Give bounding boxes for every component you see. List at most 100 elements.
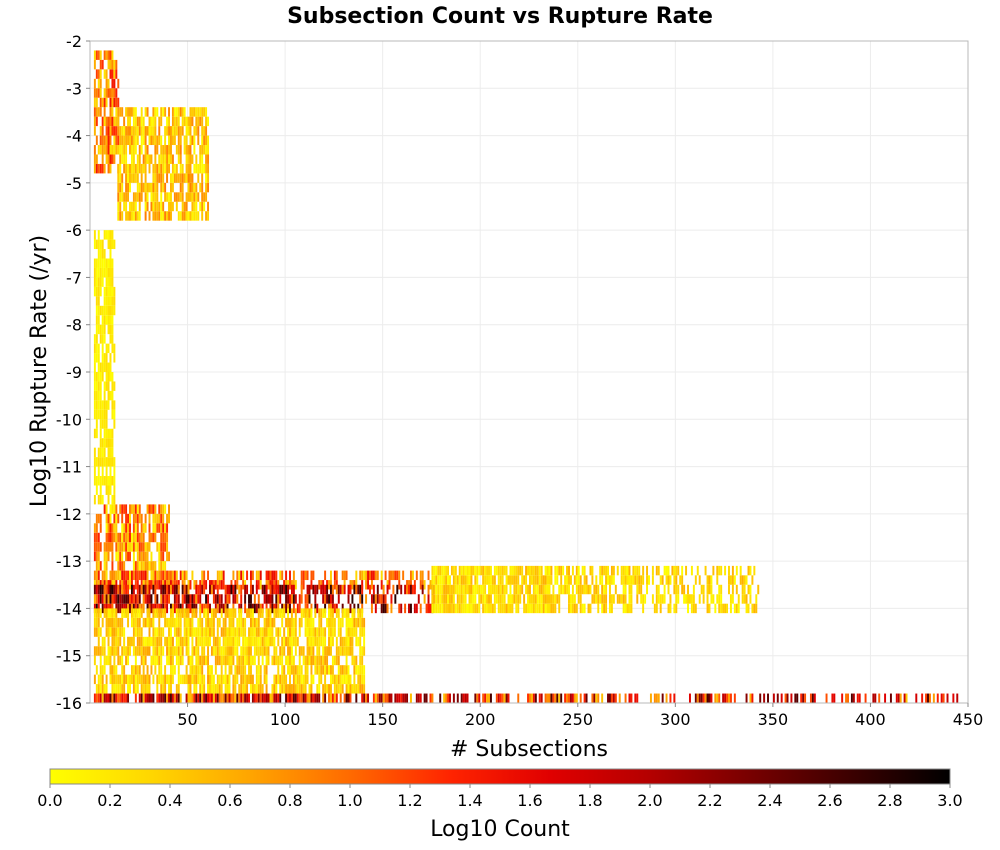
heatmap-cell (318, 636, 321, 647)
heatmap-cell (111, 551, 114, 562)
heatmap-cell (308, 636, 311, 647)
heatmap-cell (205, 135, 208, 146)
heatmap-cell (515, 565, 518, 576)
heatmap-cell (95, 608, 98, 618)
heatmap-cell (95, 277, 98, 287)
heatmap-cell (339, 693, 342, 703)
heatmap-cell (636, 584, 639, 595)
heatmap-cell (542, 584, 545, 595)
heatmap-cell (447, 584, 450, 595)
heatmap-cell (142, 655, 145, 666)
heatmap-cell (154, 655, 157, 666)
heatmap-cell (214, 693, 217, 703)
heatmap-cell (103, 438, 106, 448)
heatmap-cell (210, 627, 213, 637)
heatmap-cell (142, 116, 145, 127)
heatmap-cell (132, 674, 135, 685)
heatmap-cell (152, 135, 155, 146)
heatmap-cell (357, 584, 360, 595)
heatmap-cell (113, 693, 116, 703)
heatmap-cell (692, 584, 695, 595)
heatmap-cell (105, 305, 108, 316)
heatmap-cell (273, 608, 276, 618)
y-tick-label: -13 (56, 552, 82, 571)
heatmap-cell (119, 655, 122, 666)
heatmap-cell (121, 542, 124, 552)
heatmap-cell (119, 636, 122, 647)
heatmap-cell (107, 305, 110, 316)
heatmap-cell (144, 211, 147, 221)
heatmap-cell (191, 192, 194, 202)
heatmap-cell (351, 636, 354, 647)
heatmap-cell (536, 603, 539, 614)
heatmap-cell (404, 584, 407, 595)
heatmap-cell (179, 192, 182, 202)
heatmap-cell (115, 116, 118, 127)
heatmap-cell (234, 674, 237, 685)
heatmap-cell (714, 693, 717, 703)
heatmap-cell (144, 594, 147, 604)
heatmap-cell (878, 693, 881, 703)
heatmap-cell (372, 594, 375, 604)
x-tick-label: 150 (367, 710, 398, 729)
heatmap-cell (199, 145, 202, 155)
heatmap-cell (298, 655, 301, 666)
heatmap-cell (263, 617, 266, 628)
heatmap-cell (683, 594, 686, 604)
heatmap-cell (111, 107, 114, 117)
heatmap-cell (183, 617, 186, 628)
heatmap-cell (205, 594, 208, 604)
heatmap-cell (228, 684, 231, 694)
heatmap-cell (97, 381, 100, 391)
heatmap-cell (179, 182, 182, 193)
heatmap-cell (93, 230, 96, 240)
heatmap-cell (175, 201, 178, 212)
heatmap-cell (93, 627, 96, 637)
heatmap-cell (173, 646, 176, 656)
heatmap-cell (899, 693, 902, 703)
heatmap-cell (308, 608, 311, 618)
heatmap-cell (394, 594, 397, 604)
heatmap-cell (191, 201, 194, 212)
heatmap-cell (294, 674, 297, 685)
heatmap-cell (449, 603, 451, 614)
heatmap-cell (171, 107, 174, 117)
heatmap-cell (597, 584, 600, 595)
heatmap-cell (486, 603, 489, 614)
heatmap-cell (530, 575, 533, 585)
heatmap-cell (292, 693, 295, 703)
heatmap-cell (285, 684, 288, 694)
heatmap-cell (226, 655, 229, 666)
heatmap-cell (509, 584, 512, 595)
heatmap-cell (205, 182, 208, 193)
heatmap-cell (152, 523, 155, 533)
heatmap-cell (339, 617, 342, 628)
heatmap-cell (271, 594, 274, 604)
heatmap-cell (121, 655, 124, 666)
heatmap-cell (115, 693, 118, 703)
heatmap-cell (111, 324, 114, 335)
heatmap-cell (97, 286, 100, 297)
heatmap-cell (361, 655, 364, 666)
heatmap-cell (265, 684, 268, 694)
heatmap-cell (107, 494, 110, 505)
heatmap-cell (168, 192, 170, 202)
heatmap-cell (612, 693, 615, 703)
heatmap-cell (681, 584, 684, 595)
heatmap-cell (109, 258, 112, 268)
heatmap-cell (156, 523, 159, 533)
heatmap-cell (265, 636, 268, 647)
heatmap-cell (158, 211, 161, 221)
colorbar (49, 768, 951, 785)
heatmap-cell (205, 211, 208, 221)
heatmap-cell (199, 655, 202, 666)
heatmap-cell (95, 428, 98, 439)
heatmap-cell (218, 603, 221, 614)
heatmap-cell (99, 267, 102, 278)
heatmap-cell (236, 570, 239, 581)
heatmap-cell (710, 575, 713, 585)
heatmap-cell (109, 646, 112, 656)
heatmap-cell (244, 617, 247, 628)
heatmap-cell (169, 693, 172, 703)
heatmap-cell (322, 665, 325, 675)
